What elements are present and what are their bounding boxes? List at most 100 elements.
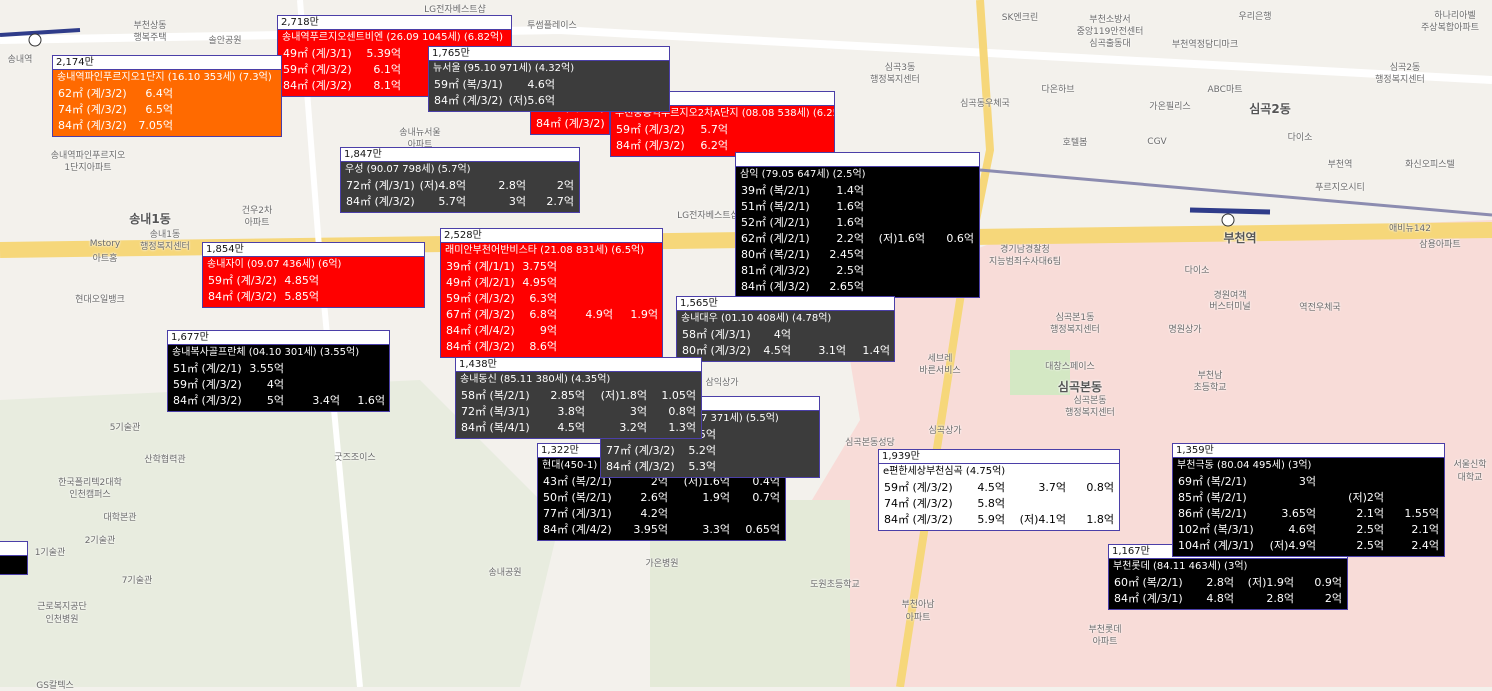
- listing-row: 84㎡ (계/3/2) 5.7억 3억 2.7억: [341, 194, 579, 210]
- price-cell: 0.65억: [745, 523, 780, 536]
- area-type: 49㎡ (계/2/1): [446, 276, 515, 289]
- map-label: 아파트: [244, 218, 270, 228]
- map-label: CGV: [1147, 137, 1167, 147]
- map-label: 행정복지센터: [140, 242, 190, 252]
- road: [0, 25, 1492, 84]
- area-type: 59㎡ (복/3/1): [434, 78, 503, 91]
- area-type: 50㎡ (복/2/1): [543, 491, 612, 504]
- area-type: 59㎡ (계/3/2): [283, 63, 352, 76]
- map-label: 건우2차: [241, 206, 273, 216]
- listing-row: 69㎡ (복/2/1) 3억: [1173, 474, 1444, 490]
- price-tag: 1,939만: [879, 450, 1119, 464]
- map-label: 대학본관: [103, 513, 137, 523]
- listing-row: 62㎡ (계/2/1) 2.2억 (저)1.6억 0.6억: [736, 231, 979, 247]
- area-type: 62㎡ (계/2/1): [741, 232, 810, 245]
- area-type: 80㎡ (계/3/2): [682, 344, 751, 357]
- map-label: 송내뉴서울: [399, 128, 441, 138]
- price-cell: 4억: [773, 328, 791, 341]
- price-tag: 1,847만: [341, 148, 579, 162]
- listing-row: 84㎡ (복/4/1) 4.5억 3.2억 1.3억: [456, 420, 701, 436]
- map-label: 다이소: [1287, 133, 1313, 143]
- price-tag: 1,565만: [677, 297, 894, 311]
- map-label: 우리은행: [1238, 12, 1272, 22]
- map-label: 중앙119안전센터: [1076, 27, 1144, 37]
- map-label: 경기남경찰청: [1000, 245, 1050, 255]
- map-label: 1단지아파트: [64, 163, 112, 173]
- listing-title: 송내자이 (09.07 436세) (6억): [207, 259, 342, 270]
- map-label: 행정복지센터: [870, 75, 920, 85]
- listing-title: 송내복사골프란체 (04.10 301세) (3.55억): [172, 347, 360, 358]
- price-cell: 0.8억: [668, 405, 696, 418]
- price-cell: 2.4억: [1411, 539, 1439, 552]
- area-type: 74㎡ (계/3/2): [884, 497, 953, 510]
- map-label: LG전자베스트샵: [677, 211, 739, 221]
- price-cell: 3.55억: [249, 362, 284, 375]
- price-cell: 4.5억: [763, 344, 791, 357]
- price-cell: 3.95억: [633, 523, 668, 536]
- price-cell: 2.8억: [1266, 592, 1294, 605]
- listing-row: 59㎡ (계/3/2) 4.85억: [203, 273, 424, 289]
- price-cell: 4.5억: [977, 481, 1005, 494]
- price-cell: 0.9억: [1314, 576, 1342, 589]
- price-cell: 0.4억: [752, 475, 780, 488]
- area-type: 84㎡ (복/4/1): [461, 421, 530, 434]
- price-cell: 2.1억: [1356, 507, 1384, 520]
- price-cell: 4.9억: [585, 308, 613, 321]
- price-cell: 3억: [629, 405, 647, 418]
- map-label: 심곡동우체국: [960, 99, 1010, 109]
- price-cell: 1.55억: [1404, 507, 1439, 520]
- map-label: 행정복지센터: [1050, 325, 1100, 335]
- area-type: 84㎡ (계/3/2): [434, 94, 503, 107]
- area-type: 84㎡ (계/3/2): [741, 280, 810, 293]
- map-label: 행정복지센터: [1065, 408, 1115, 418]
- listing-title: 7 371세) (5.5억): [701, 413, 779, 424]
- listing-row: 74㎡ (계/3/2) 5.8억: [879, 496, 1119, 512]
- area-type: 62㎡ (계/3/2): [58, 87, 127, 100]
- listing-row: 77㎡ (계/3/2) 5.2억: [601, 443, 819, 459]
- map-label: 명원상가: [1168, 325, 1202, 335]
- price-cell: 3억: [508, 195, 526, 208]
- listing-row: 51㎡ (복/2/1) 1.6억: [736, 199, 979, 215]
- listing-title: 래미안부천어반비스타 (21.08 831세) (6.5억): [445, 245, 645, 256]
- map-label: 송내역파인푸르지오: [50, 151, 126, 161]
- price-tag: 1,359만: [1173, 444, 1444, 458]
- listing-row: 49㎡ (계/3/1) 5.39억: [278, 46, 511, 62]
- price-cell: 2.8억: [498, 179, 526, 192]
- price-cell: 5.9억: [977, 513, 1005, 526]
- map-label: 부천상동: [133, 21, 167, 31]
- listing-row: 102㎡ (복/3/1) 4.6억 2.5억 2.1억: [1173, 522, 1444, 538]
- map-label: 삼용아파트: [1419, 240, 1461, 250]
- map-label: 버스터미널: [1209, 302, 1251, 312]
- listing-title: 부천중동역푸르지오2차A단지 (08.08 538세) (6.25억): [615, 108, 835, 119]
- area-type: 86㎡ (복/2/1): [1178, 507, 1247, 520]
- map-label: 경원여객: [1213, 291, 1247, 301]
- listing-row: 62㎡ (계/3/2) 6.4억: [53, 86, 281, 102]
- listing-row: 51㎡ (계/2/1) 3.55억: [168, 361, 389, 377]
- price-cell: 6.8억: [529, 308, 557, 321]
- listing-row: 72㎡ (계/3/1) (저)4.8억 2.8억 2억: [341, 178, 579, 194]
- listing-title: 송내대우 (01.10 408세) (4.78억): [681, 313, 832, 324]
- price-cell: 6.1억: [373, 63, 401, 76]
- map-label: 부천롯데: [1088, 625, 1122, 635]
- listing-title: 부천극동 (80.04 495세) (3억): [1177, 460, 1312, 471]
- price-tag: 1,765만: [429, 47, 669, 61]
- listing-row: 84㎡ (계/3/2) 6.2억: [611, 138, 834, 154]
- price-cell: 2.5억: [1356, 539, 1384, 552]
- price-cell: 1.6억: [836, 216, 864, 229]
- area-type: 59㎡ (계/3/2): [173, 378, 242, 391]
- map-label: 심곡2동: [1249, 102, 1291, 116]
- price-cell: 4.2억: [640, 507, 668, 520]
- price-cell: 1.8억: [1086, 513, 1114, 526]
- area-type: 84㎡ (계/3/2): [536, 117, 605, 130]
- price-cell: 3.8억: [557, 405, 585, 418]
- price-tag: [736, 153, 979, 167]
- price-cell: 2.65억: [829, 280, 864, 293]
- price-cell: (저)1.6억: [878, 232, 925, 245]
- listing-row: 104㎡ (계/3/1) (저)4.9억 2.5억 2.4억: [1173, 538, 1444, 554]
- map-label: 투썸플레이스: [527, 21, 577, 31]
- area-type: 59㎡ (계/3/2): [208, 274, 277, 287]
- area-type: 72㎡ (계/3/1): [346, 179, 415, 192]
- listing-row: 80㎡ (계/3/2) 4.5억 3.1억 1.4억: [677, 343, 894, 359]
- listing-row: 86㎡ (복/2/1) 3.65억 2.1억 1.55억: [1173, 506, 1444, 522]
- listing-row: 84㎡ (계/3/2) 8.6억: [441, 339, 662, 355]
